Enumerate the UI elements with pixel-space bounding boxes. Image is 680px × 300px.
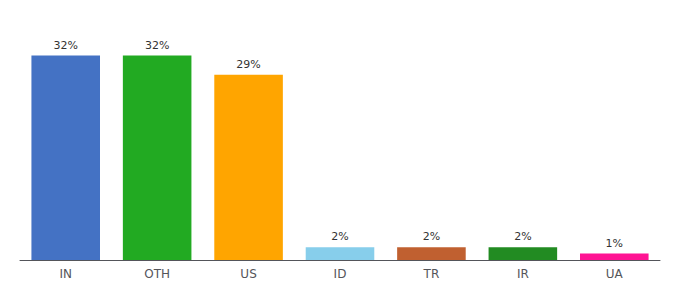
svg-text:US: US	[240, 267, 256, 281]
svg-text:IR: IR	[517, 267, 529, 281]
svg-text:2%: 2%	[331, 230, 348, 243]
svg-text:1%: 1%	[606, 237, 623, 250]
svg-text:UA: UA	[606, 267, 624, 281]
svg-text:IN: IN	[59, 267, 72, 281]
svg-text:32%: 32%	[145, 39, 169, 52]
svg-text:29%: 29%	[236, 58, 260, 71]
svg-text:OTH: OTH	[144, 267, 170, 281]
svg-text:32%: 32%	[53, 39, 77, 52]
svg-text:TR: TR	[423, 267, 440, 281]
svg-text:2%: 2%	[514, 230, 531, 243]
svg-text:ID: ID	[334, 267, 347, 281]
svg-text:2%: 2%	[423, 230, 440, 243]
